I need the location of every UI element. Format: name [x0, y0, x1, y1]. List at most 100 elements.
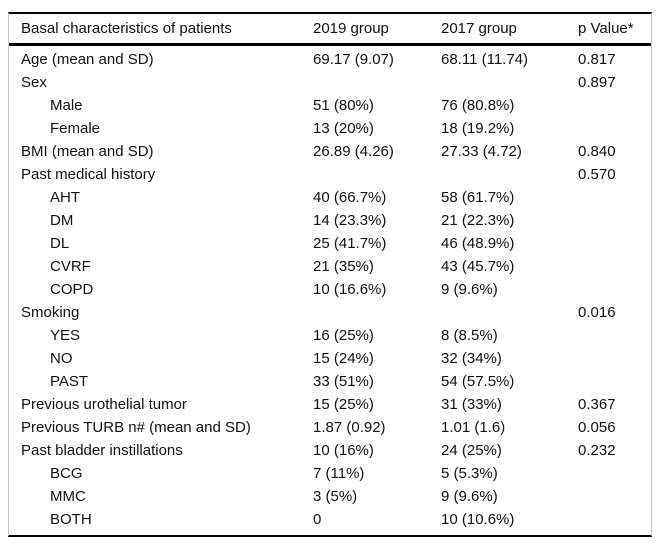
cell-p-value: 0.367: [578, 396, 616, 413]
row-label: Past medical history: [21, 166, 156, 183]
cell-p-value: [578, 324, 651, 347]
table-row: DM 14 (23.3%) 21 (22.3%): [9, 209, 651, 232]
cell-2017-group: 9 (9.6%): [441, 281, 498, 298]
table-row: COPD 10 (16.6%) 9 (9.6%): [9, 278, 651, 301]
cell-2017-group: 10 (10.6%): [441, 511, 515, 528]
cell-2017-group: 18 (19.2%): [441, 120, 515, 137]
cell-2019-group: [313, 163, 441, 186]
cell-2017-group: 21 (22.3%): [441, 212, 515, 229]
cell-2019-group: 0: [313, 511, 322, 528]
basal-characteristics-table: Basal characteristics of patients 2019 g…: [8, 12, 652, 537]
row-label: CVRF: [50, 258, 91, 275]
cell-p-value: [578, 278, 651, 301]
table-row: Previous urothelial tumor 15 (25%) 31 (3…: [9, 393, 651, 416]
table-row: Past medical history 0.570: [9, 163, 651, 186]
cell-p-value: 0.897: [578, 74, 616, 91]
table-row: Age (mean and SD) 69.17 (9.07) 68.11 (11…: [9, 45, 651, 72]
cell-2019-group: 13 (20%): [313, 120, 374, 137]
table-row: Female 13 (20%) 18 (19.2%): [9, 117, 651, 140]
table-row: CVRF 21 (35%) 43 (45.7%): [9, 255, 651, 278]
cell-2017-group: 31 (33%): [441, 396, 502, 413]
row-label: Sex: [21, 74, 47, 91]
row-label: Previous TURB n# (mean and SD): [21, 419, 251, 436]
cell-2017-group: [441, 71, 578, 94]
cell-2017-group: [441, 301, 578, 324]
table-row: YES 16 (25%) 8 (8.5%): [9, 324, 651, 347]
row-label: PAST: [50, 373, 89, 390]
row-label: Female: [50, 120, 101, 137]
cell-p-value: [578, 232, 651, 255]
cell-p-value: [578, 462, 651, 485]
row-label: BCG: [50, 465, 83, 482]
column-header-2019-group: 2019 group: [313, 14, 441, 46]
table-row: Sex 0.897: [9, 71, 651, 94]
cell-2019-group: 15 (24%): [313, 350, 374, 367]
cell-2019-group: [313, 301, 441, 324]
cell-p-value: [578, 347, 651, 370]
cell-2019-group: 3 (5%): [313, 488, 358, 505]
cell-p-value: [578, 255, 651, 278]
cell-2019-group: [313, 71, 441, 94]
cell-2017-group: [441, 163, 578, 186]
cell-2019-group: 51 (80%): [313, 97, 374, 114]
cell-2017-group: 9 (9.6%): [441, 488, 498, 505]
table-row: AHT 40 (66.7%) 58 (61.7%): [9, 186, 651, 209]
table-row: Male 51 (80%) 76 (80.8%): [9, 94, 651, 117]
row-label: Past bladder instillations: [21, 442, 183, 459]
cell-2019-group: 7 (11%): [313, 465, 365, 482]
cell-2019-group: 21 (35%): [313, 258, 374, 275]
row-label: Age (mean and SD): [21, 51, 154, 68]
cell-2019-group: 26.89 (4.26): [313, 143, 394, 160]
cell-p-value: [578, 370, 651, 393]
cell-2019-group: 69.17 (9.07): [313, 51, 394, 68]
cell-p-value: [578, 209, 651, 232]
cell-2017-group: 24 (25%): [441, 442, 502, 459]
cell-2017-group: 32 (34%): [441, 350, 502, 367]
cell-2017-group: 8 (8.5%): [441, 327, 498, 344]
cell-p-value: 0.056: [578, 419, 616, 436]
cell-2019-group: 40 (66.7%): [313, 189, 387, 206]
cell-2019-group: 1.87 (0.92): [313, 419, 386, 436]
cell-2017-group: 43 (45.7%): [441, 258, 515, 275]
cell-2017-group: 1.01 (1.6): [441, 419, 506, 436]
cell-2019-group: 25 (41.7%): [313, 235, 387, 252]
header-row: Basal characteristics of patients 2019 g…: [9, 14, 651, 46]
cell-p-value: 0.570: [578, 166, 616, 183]
cell-p-value: 0.016: [578, 304, 616, 321]
cell-2019-group: 14 (23.3%): [313, 212, 387, 229]
cell-p-value: [578, 117, 651, 140]
cell-2017-group: 27.33 (4.72): [441, 143, 522, 160]
table-row: Past bladder instillations 10 (16%) 24 (…: [9, 439, 651, 462]
table-row: BOTH 0 10 (10.6%): [9, 508, 651, 535]
cell-p-value: [578, 508, 651, 535]
table-row: Smoking 0.016: [9, 301, 651, 324]
cell-p-value: [578, 485, 651, 508]
cell-p-value: [578, 186, 651, 209]
row-label: Smoking: [21, 304, 80, 321]
table-header: Basal characteristics of patients 2019 g…: [9, 14, 651, 46]
table-row: DL 25 (41.7%) 46 (48.9%): [9, 232, 651, 255]
row-label: BOTH: [50, 511, 92, 528]
cell-p-value: 0.232: [578, 442, 616, 459]
column-header-characteristics: Basal characteristics of patients: [9, 14, 313, 46]
row-label: Previous urothelial tumor: [21, 396, 187, 413]
cell-2017-group: 5 (5.3%): [441, 465, 498, 482]
table-row: NO 15 (24%) 32 (34%): [9, 347, 651, 370]
row-label: NO: [50, 350, 73, 367]
cell-p-value: 0.840: [578, 143, 616, 160]
table-row: BMI (mean and SD) 26.89 (4.26) 27.33 (4.…: [9, 140, 651, 163]
row-label: YES: [50, 327, 81, 344]
column-header-2017-group: 2017 group: [441, 14, 578, 46]
cell-p-value: [578, 94, 651, 117]
table-row: PAST 33 (51%) 54 (57.5%): [9, 370, 651, 393]
table-row: MMC 3 (5%) 9 (9.6%): [9, 485, 651, 508]
column-header-p-value: p Value*: [578, 14, 651, 46]
row-label: DM: [50, 212, 74, 229]
cell-2017-group: 76 (80.8%): [441, 97, 515, 114]
cell-2017-group: 46 (48.9%): [441, 235, 515, 252]
row-label: BMI (mean and SD): [21, 143, 154, 160]
cell-2019-group: 33 (51%): [313, 373, 374, 390]
cell-2019-group: 16 (25%): [313, 327, 374, 344]
cell-2017-group: 58 (61.7%): [441, 189, 515, 206]
